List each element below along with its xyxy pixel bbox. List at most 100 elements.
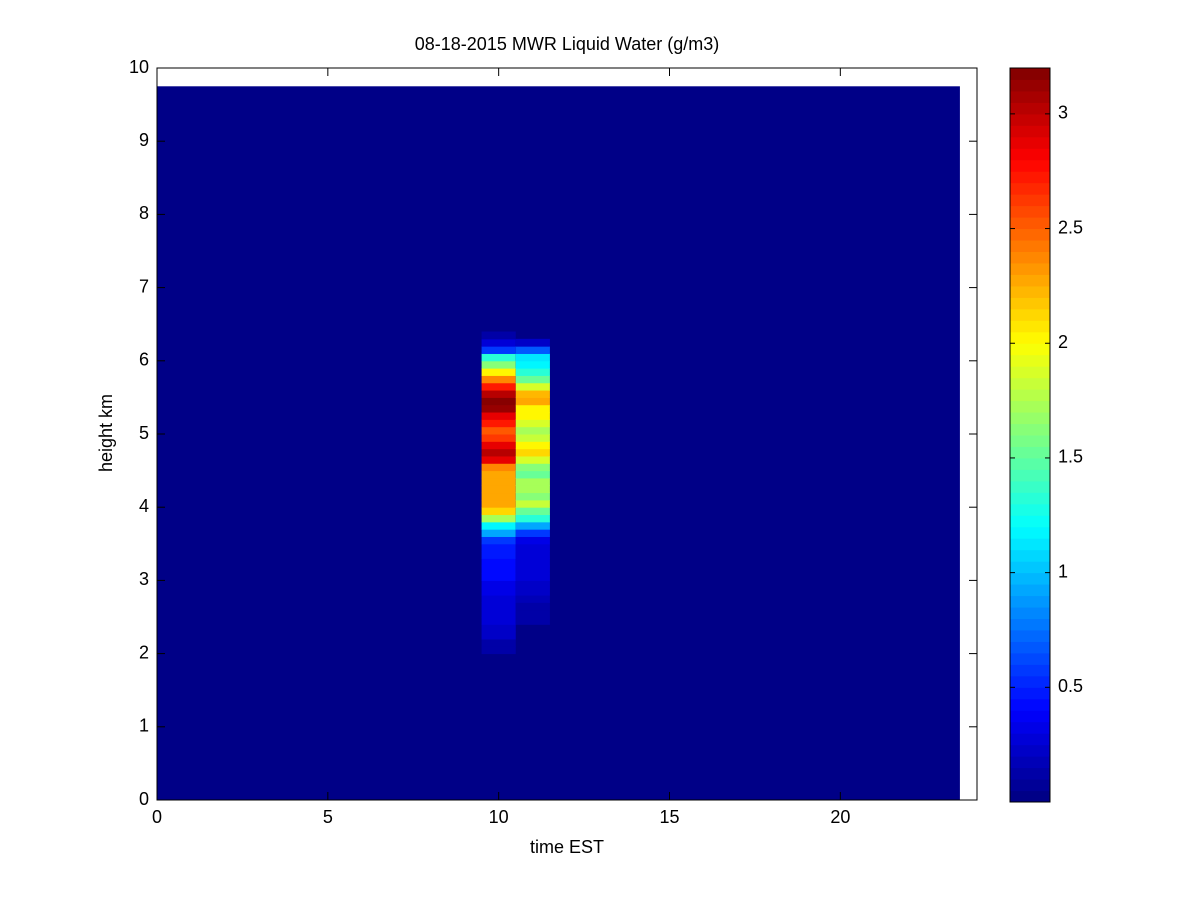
colorbar-band <box>1010 125 1050 138</box>
heat-cell <box>481 565 516 574</box>
y-tick-label: 3 <box>139 569 149 589</box>
heat-cell <box>481 543 516 552</box>
heat-cell <box>481 595 516 603</box>
heat-cell <box>515 346 550 354</box>
heat-cell <box>515 404 550 413</box>
y-tick-label: 4 <box>139 496 149 516</box>
heat-cell <box>481 617 516 625</box>
heat-cell <box>515 595 550 603</box>
heat-cell <box>481 551 516 559</box>
colorbar-band <box>1010 285 1050 298</box>
heat-cell <box>515 492 550 501</box>
heat-cell <box>515 617 550 625</box>
colorbar-band <box>1010 90 1050 103</box>
heat-cell <box>515 448 550 457</box>
heat-cell <box>481 434 516 442</box>
colorbar-band <box>1010 217 1050 230</box>
heat-cell <box>515 536 550 545</box>
heat-cell <box>515 609 550 618</box>
colorbar-band <box>1010 561 1050 574</box>
chart-title: 08-18-2015 MWR Liquid Water (g/m3) <box>415 34 719 54</box>
heat-cell <box>515 382 550 391</box>
heat-cell <box>515 360 550 369</box>
heat-cell <box>481 499 516 508</box>
colorbar-band <box>1010 297 1050 310</box>
heat-cell <box>481 375 516 384</box>
colorbar-band <box>1010 79 1050 92</box>
heat-cell <box>481 624 516 633</box>
colorbar-band <box>1010 389 1050 402</box>
colorbar-band <box>1010 412 1050 425</box>
heat-cell <box>515 485 550 494</box>
x-tick-label: 5 <box>323 807 333 827</box>
colorbar-band <box>1010 136 1050 149</box>
colorbar-band <box>1010 538 1050 551</box>
colorbar-band <box>1010 480 1050 493</box>
colorbar-band <box>1010 102 1050 115</box>
heat-cell <box>481 353 516 362</box>
heat-cell <box>515 521 550 530</box>
heat-cell <box>481 587 516 596</box>
y-tick-label: 10 <box>129 57 149 77</box>
colorbar-band <box>1010 354 1050 367</box>
colorbar-band <box>1010 675 1050 688</box>
heat-cell <box>481 638 516 647</box>
colorbar-band <box>1010 779 1050 792</box>
heat-cell <box>481 346 516 354</box>
heat-cell <box>515 412 550 420</box>
heat-cell <box>481 477 516 486</box>
colorbar-band <box>1010 790 1050 803</box>
colorbar-band <box>1010 262 1050 275</box>
colorbar-band <box>1010 515 1050 528</box>
heat-cell <box>515 397 550 406</box>
colorbar-band <box>1010 492 1050 505</box>
colorbar-band <box>1010 343 1050 356</box>
heat-cell <box>481 631 516 640</box>
heat-cell <box>481 492 516 501</box>
colorbar-band <box>1010 240 1050 252</box>
heat-cell <box>515 565 550 574</box>
heat-cell <box>481 521 516 530</box>
heat-cell <box>481 536 516 545</box>
colorbar-band <box>1010 618 1050 631</box>
colorbar-band <box>1010 457 1050 470</box>
heat-cell <box>481 338 516 347</box>
heat-cell <box>481 463 516 472</box>
heat-cell <box>481 558 516 567</box>
y-tick-label: 7 <box>139 276 149 296</box>
heat-cell <box>515 463 550 472</box>
colorbar-band <box>1010 400 1050 413</box>
y-tick-label: 6 <box>139 350 149 370</box>
colorbar-band <box>1010 549 1050 562</box>
heat-cell <box>515 551 550 559</box>
colorbar-band <box>1010 526 1050 539</box>
heat-cell <box>481 514 516 523</box>
colorbar-band <box>1010 446 1050 459</box>
colorbar-band <box>1010 629 1050 642</box>
colorbar-band <box>1010 595 1050 608</box>
heat-cell <box>515 426 550 435</box>
heat-cell <box>481 609 516 618</box>
colorbar-tick-label: 2.5 <box>1058 217 1083 237</box>
colorbar-band <box>1010 756 1050 769</box>
heat-cell <box>515 587 550 596</box>
colorbar-band <box>1010 377 1050 390</box>
x-tick-label: 0 <box>152 807 162 827</box>
x-tick-label: 20 <box>830 807 850 827</box>
heat-cell <box>515 573 550 581</box>
heat-cell <box>481 441 516 450</box>
heat-cell <box>481 404 516 413</box>
colorbar-band <box>1010 366 1050 379</box>
colorbar-tick-label: 2 <box>1058 332 1068 352</box>
y-tick-label: 0 <box>139 789 149 809</box>
colorbar-band <box>1010 331 1050 344</box>
y-tick-label: 9 <box>139 130 149 150</box>
heat-cell <box>481 485 516 494</box>
colorbar-band <box>1010 113 1050 126</box>
heat-cell <box>515 499 550 508</box>
heat-cell <box>515 441 550 450</box>
heat-cell <box>515 507 550 516</box>
heat-cell <box>481 382 516 391</box>
colorbar-band <box>1010 721 1050 734</box>
heat-cell <box>481 412 516 420</box>
